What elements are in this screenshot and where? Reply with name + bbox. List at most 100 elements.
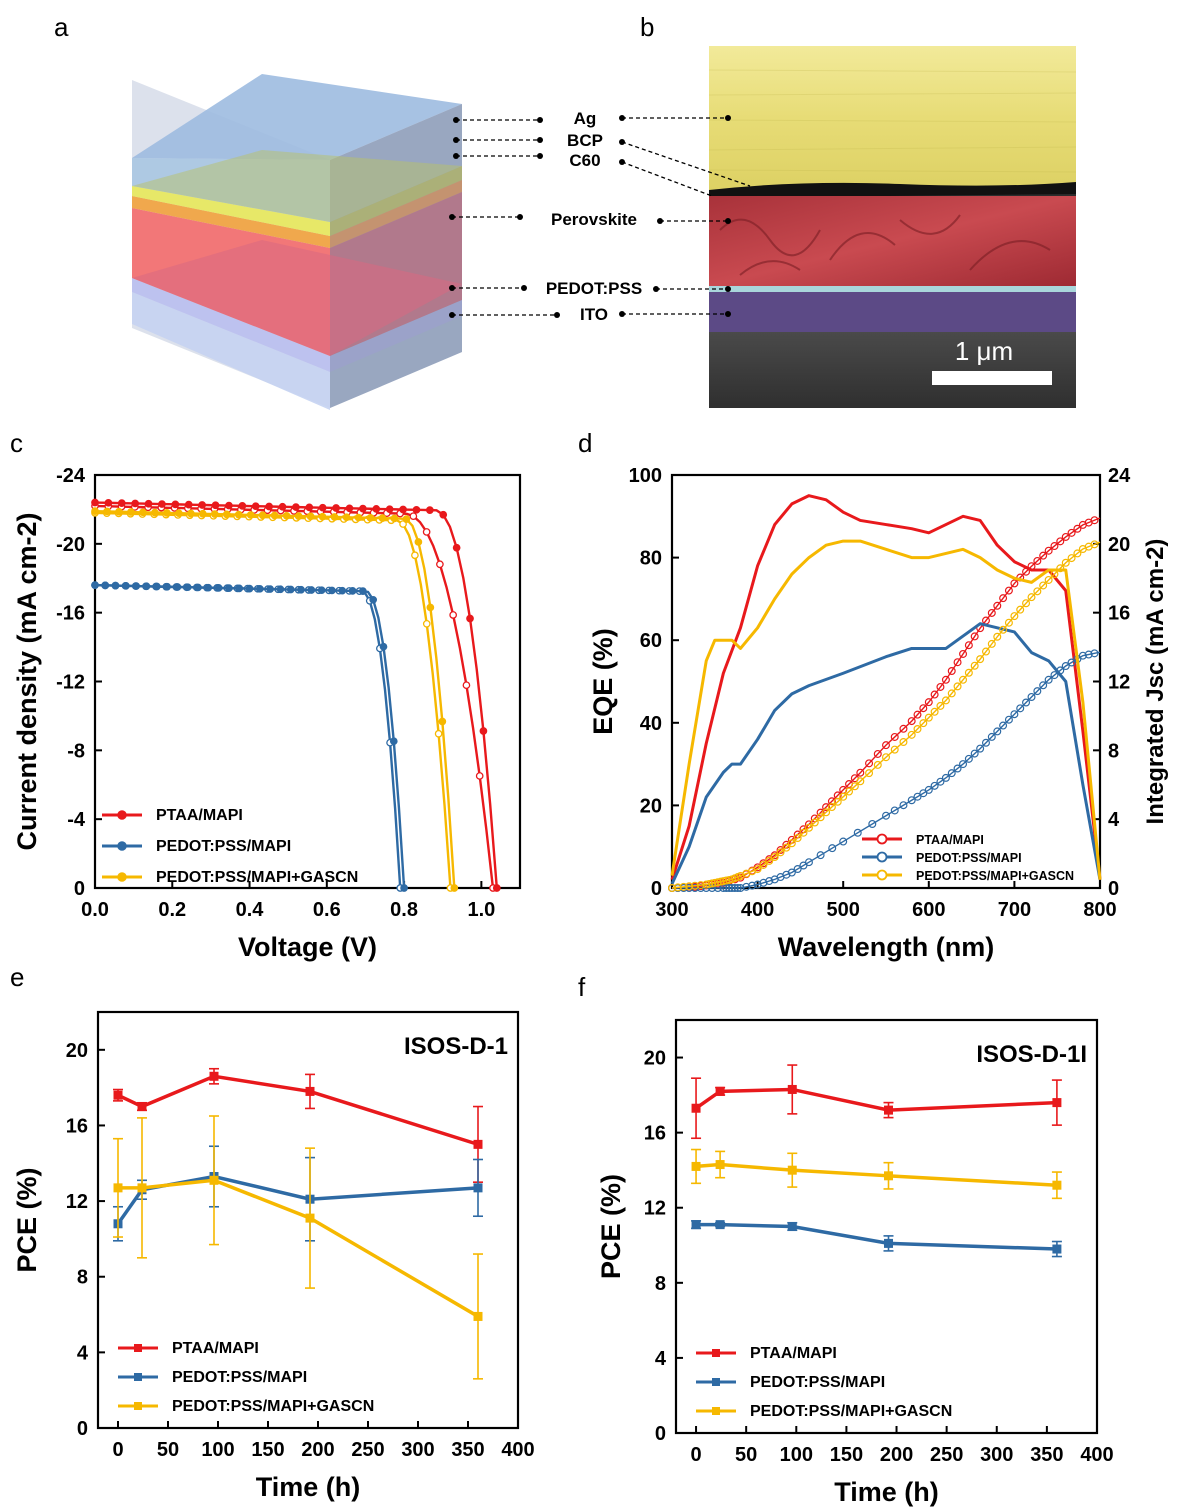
integrated-jsc-point (924, 698, 933, 707)
jv-point (255, 584, 264, 593)
jv-point (198, 501, 207, 509)
x-tick-label: 500 (827, 899, 860, 921)
x-tick-label: 300 (980, 1444, 1013, 1466)
pce-point (137, 1183, 147, 1193)
pce-line (696, 1222, 1057, 1251)
jv-point (139, 508, 147, 517)
y2-tick-label: 4 (1108, 809, 1120, 831)
integrated-jsc-point (953, 764, 962, 773)
y2-tick-label: 0 (1108, 878, 1119, 900)
integrated-jsc-point (964, 641, 973, 650)
y-tick-label: 0 (74, 878, 85, 900)
panel-label-d: d (578, 428, 593, 458)
jv-point (475, 772, 484, 780)
integrated-jsc-point (936, 682, 945, 691)
jv-point (225, 584, 233, 592)
jv-point (204, 583, 213, 592)
integrated-jsc-point (1044, 546, 1053, 555)
integrated-jsc-point (810, 818, 819, 827)
x-tick-label: 200 (880, 1444, 913, 1466)
x-tick-label: 150 (251, 1439, 284, 1461)
integrated-jsc-point (930, 690, 939, 699)
jv-point (132, 582, 141, 590)
pce-point (691, 1103, 701, 1113)
pce-point (473, 1139, 483, 1149)
integrated-jsc-point (987, 732, 996, 741)
jv-point (330, 513, 339, 521)
jv-point (414, 538, 423, 546)
chart-title: ISOS-D-1 (404, 1033, 508, 1060)
jv-point (359, 587, 367, 595)
jv-point (122, 581, 130, 590)
legend-marker (876, 851, 888, 863)
integrated-jsc-point (727, 883, 736, 892)
integrated-jsc-point (804, 823, 813, 832)
jv-point (222, 510, 231, 519)
y-tick-label: 20 (644, 1048, 666, 1070)
plot-frame (674, 1018, 1099, 1435)
layer-label-perovskite: Perovskite (551, 210, 637, 229)
integrated-jsc-point (1022, 567, 1031, 576)
y-tick-label: 20 (66, 1040, 88, 1062)
integrated-jsc-point (947, 689, 956, 698)
layer-label-pedot: PEDOT:PSS (546, 279, 642, 298)
jv-point (152, 582, 161, 591)
integrated-jsc-point (776, 848, 785, 857)
integrated-jsc-point (696, 881, 705, 890)
integrated-jsc-point (865, 769, 874, 778)
integrated-jsc-point (1056, 564, 1065, 573)
legend-marker (117, 841, 127, 851)
layer-label-c60: C60 (569, 151, 600, 170)
integrated-jsc-point (799, 828, 808, 837)
integrated-jsc-point (913, 724, 922, 733)
integrated-jsc-point (827, 803, 836, 812)
jv-point (338, 586, 347, 595)
integrated-jsc-point (828, 844, 837, 853)
legend-label: PEDOT:PSS/MAPI+GASCN (156, 869, 358, 886)
x-tick-label: 0.8 (390, 899, 418, 921)
integrated-jsc-point (1084, 650, 1093, 659)
pce-line (118, 1178, 479, 1318)
jv-point (422, 528, 431, 536)
jv-point (270, 511, 279, 520)
legend-marker (876, 833, 888, 845)
integrated-jsc-point (816, 851, 825, 860)
jv-point (282, 511, 291, 520)
integrated-jsc-point (1027, 692, 1036, 701)
jv-point (462, 681, 471, 690)
integrated-jsc-point (1027, 593, 1036, 602)
layer-leaders (452, 117, 751, 316)
integrated-jsc-point (970, 749, 979, 758)
jv-point (258, 511, 267, 520)
integrated-jsc-point (987, 639, 996, 648)
legend-marker (134, 1402, 142, 1410)
y-tick-label: 12 (644, 1198, 666, 1220)
jv-point (328, 586, 336, 595)
x-axis-label: Time (h) (256, 1472, 361, 1502)
y-tick-label: 4 (655, 1348, 667, 1370)
x-tick-label: 200 (301, 1439, 334, 1461)
integrated-jsc-point (993, 632, 1002, 641)
integrated-jsc-point (1044, 575, 1053, 584)
integrated-jsc-point (919, 719, 928, 728)
jv-point (439, 510, 448, 519)
integrated-jsc-point (919, 704, 928, 713)
jv-point (438, 717, 447, 726)
integrated-jsc-point (913, 792, 922, 801)
integrated-jsc-point (881, 741, 890, 750)
jv-point (436, 560, 444, 569)
pce-point (787, 1222, 797, 1231)
integrated-jsc-point (770, 853, 779, 862)
pce-point (1052, 1098, 1062, 1108)
pce-point (884, 1238, 894, 1248)
jv-point (348, 587, 357, 595)
jv-point (238, 502, 247, 510)
x-tick-label: 400 (1080, 1444, 1113, 1466)
y-tick-label: 60 (640, 630, 662, 652)
integrated-jsc-point (1039, 551, 1048, 560)
integrated-jsc-point (850, 782, 859, 791)
x-tick-label: 50 (735, 1444, 757, 1466)
legend-label: PTAA/MAPI (156, 807, 243, 824)
integrated-jsc-point (690, 881, 699, 890)
jv-point (151, 508, 159, 517)
